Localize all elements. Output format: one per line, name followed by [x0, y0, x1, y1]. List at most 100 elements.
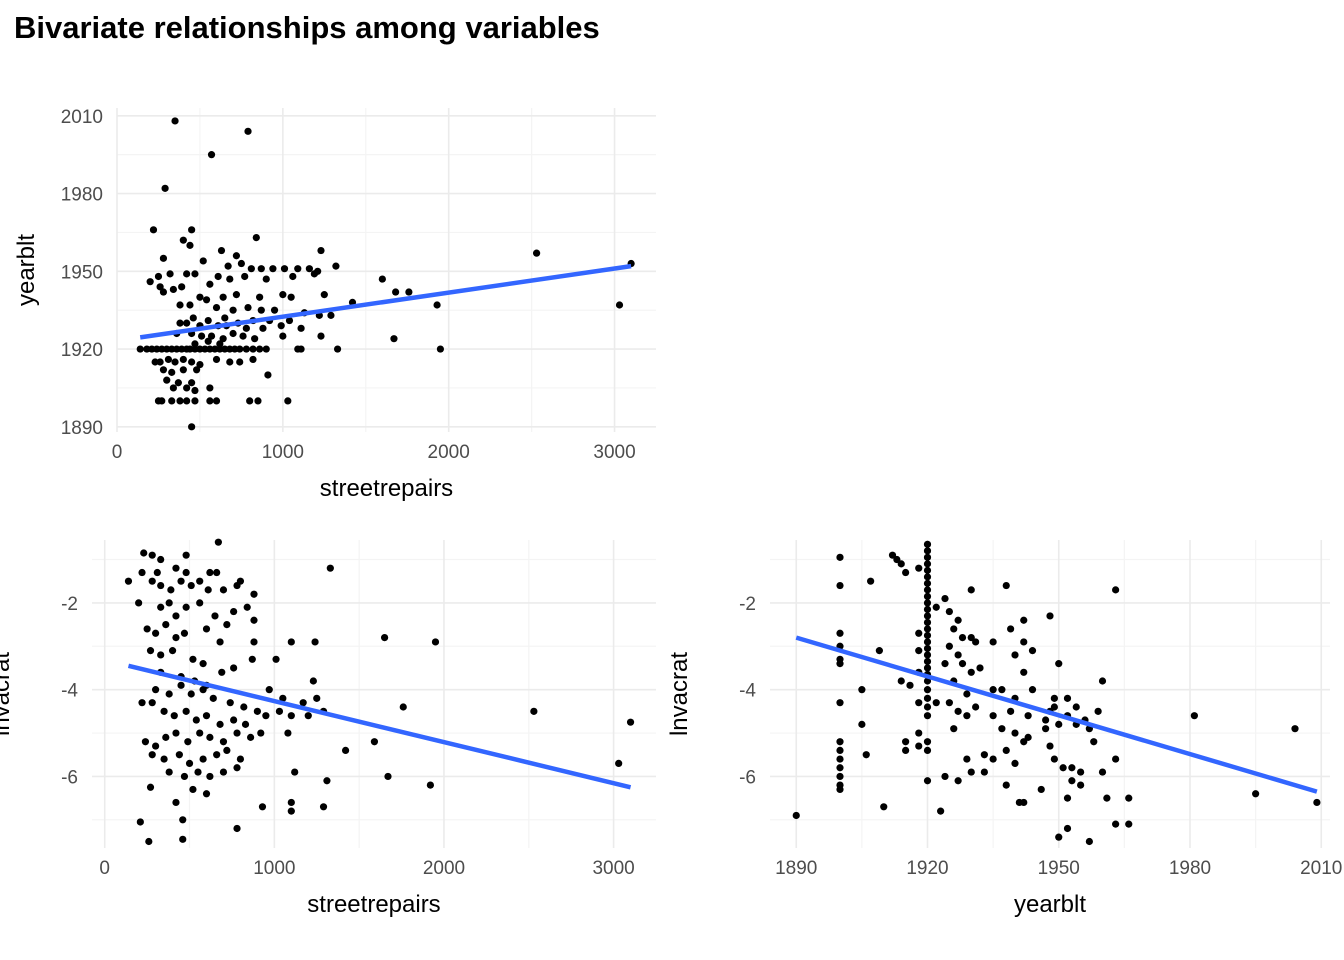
data-point	[923, 777, 932, 785]
y-tick-label: -6	[61, 767, 78, 788]
data-point	[185, 759, 194, 768]
data-point	[1072, 703, 1080, 711]
data-point	[902, 568, 910, 577]
data-point	[229, 306, 237, 314]
data-point	[937, 807, 945, 815]
data-point	[168, 647, 177, 655]
data-point	[182, 568, 190, 577]
data-point	[206, 345, 214, 353]
data-point	[196, 345, 204, 353]
data-point	[1125, 794, 1133, 802]
data-point	[250, 590, 258, 598]
data-point	[135, 599, 143, 607]
data-point	[923, 746, 932, 754]
data-point	[381, 634, 389, 642]
data-point	[958, 634, 967, 642]
data-point	[138, 699, 146, 707]
data-point	[159, 366, 168, 374]
data-point	[216, 638, 224, 646]
data-point	[172, 798, 180, 807]
data-point	[169, 384, 177, 392]
data-point	[326, 564, 334, 572]
data-point	[972, 703, 980, 711]
data-point	[246, 397, 254, 405]
data-point	[236, 755, 245, 763]
data-point	[265, 686, 273, 694]
data-point	[906, 681, 914, 689]
data-point	[178, 283, 186, 291]
data-point	[232, 252, 241, 260]
data-point	[166, 270, 174, 278]
data-point	[196, 361, 204, 369]
data-point	[193, 366, 201, 374]
data-point	[262, 345, 270, 353]
data-point	[256, 293, 264, 301]
data-point	[136, 818, 144, 826]
data-point	[923, 644, 932, 653]
data-point	[178, 345, 186, 353]
x-tick-label: 3000	[593, 442, 635, 463]
data-point	[197, 332, 206, 340]
data-point	[262, 712, 270, 720]
data-point	[858, 720, 866, 728]
data-point	[275, 707, 284, 715]
data-point	[177, 681, 185, 689]
trend-line	[139, 263, 632, 340]
data-point	[1059, 764, 1067, 772]
data-point	[171, 117, 179, 125]
data-point	[230, 716, 238, 724]
data-point	[165, 690, 173, 698]
x-tick-label: 0	[99, 858, 110, 879]
data-point	[256, 345, 264, 353]
data-point	[893, 555, 901, 564]
data-point	[1068, 777, 1076, 785]
data-point	[923, 703, 932, 711]
data-point	[1020, 738, 1028, 746]
data-point	[153, 345, 161, 353]
data-point	[932, 603, 940, 611]
data-point	[233, 764, 241, 772]
data-point	[146, 783, 155, 791]
y-tick-label: -4	[739, 681, 756, 702]
data-point	[154, 272, 163, 281]
data-point	[247, 265, 255, 273]
data-point	[202, 790, 211, 798]
data-point	[954, 651, 962, 659]
x-axis-title: streetrepairs	[307, 891, 440, 918]
data-point	[173, 345, 181, 353]
data-point	[433, 301, 441, 309]
data-point	[1028, 686, 1037, 694]
data-point	[219, 335, 227, 343]
data-point	[212, 355, 221, 364]
data-point	[405, 288, 413, 296]
data-point	[156, 283, 164, 291]
data-point	[188, 226, 196, 234]
data-point	[145, 837, 153, 846]
data-point	[156, 358, 164, 366]
data-point	[327, 311, 335, 319]
data-point	[257, 729, 265, 737]
y-axis-title: lnvacrat	[666, 652, 693, 736]
data-point	[426, 781, 434, 789]
data-point	[259, 324, 267, 332]
x-tick-label: 2010	[1300, 858, 1342, 879]
data-point	[792, 811, 800, 820]
data-point	[148, 345, 156, 353]
data-point	[923, 599, 932, 607]
data-point	[212, 303, 221, 312]
y-tick-label: -2	[61, 594, 78, 615]
x-axis-title: streetrepairs	[320, 475, 453, 502]
data-point	[317, 246, 325, 255]
data-point	[179, 816, 187, 824]
data-point	[172, 634, 180, 642]
data-point	[941, 594, 949, 603]
data-point	[158, 397, 166, 405]
data-point	[219, 293, 227, 301]
data-point	[1007, 707, 1015, 715]
data-point	[148, 699, 156, 707]
data-point	[250, 616, 258, 624]
data-point	[189, 655, 197, 663]
y-tick-label: -4	[61, 681, 78, 702]
data-point	[311, 638, 319, 646]
data-point	[161, 184, 169, 192]
